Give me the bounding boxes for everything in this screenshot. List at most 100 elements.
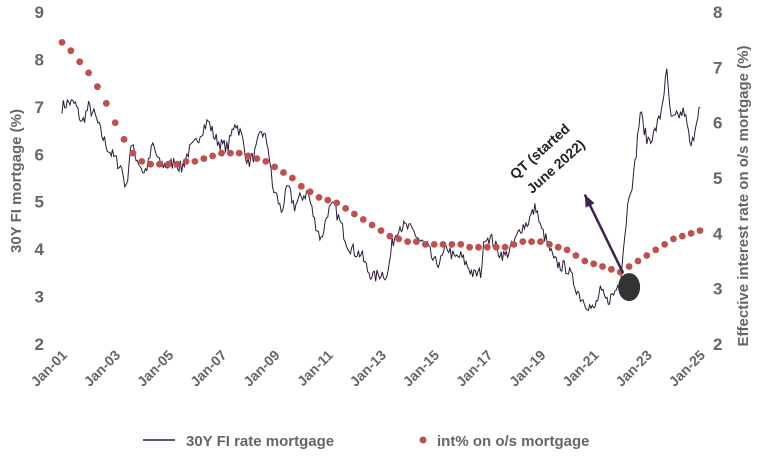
series-dot-int-outstanding	[599, 263, 606, 270]
series-dot-int-outstanding	[297, 182, 305, 190]
series-dot-int-outstanding	[359, 216, 367, 223]
series-dot-int-outstanding	[262, 158, 270, 165]
y-left-tick-label: 6	[35, 145, 44, 164]
series-dot-int-outstanding	[466, 243, 473, 251]
series-dot-int-outstanding	[661, 241, 668, 248]
series-dot-int-outstanding	[182, 158, 190, 165]
series-dot-int-outstanding	[413, 238, 420, 246]
series-dot-int-outstanding	[643, 252, 651, 259]
series-dot-int-outstanding	[129, 149, 137, 157]
x-tick-label: Jan-11	[294, 347, 336, 389]
x-tick-label: Jan-03	[81, 347, 124, 390]
series-dot-int-outstanding	[147, 160, 155, 168]
series-dot-int-outstanding	[554, 243, 562, 251]
series-dot-int-outstanding	[111, 119, 119, 127]
series-dot-int-outstanding	[572, 252, 580, 259]
series-dot-int-outstanding	[510, 241, 518, 248]
series-dot-int-outstanding	[483, 243, 491, 251]
series-dot-int-outstanding	[289, 174, 296, 182]
series-dot-int-outstanding	[209, 152, 217, 160]
series-dot-int-outstanding	[395, 235, 403, 243]
series-dot-int-outstanding	[590, 260, 598, 268]
axes: 30Y FI mortgage (%) Effective interest r…	[8, 3, 752, 389]
series-dot-int-outstanding	[430, 241, 438, 248]
series-line-30y-fi-rate	[61, 68, 701, 312]
qt-arrow-head	[584, 194, 595, 208]
y-left-tick-label: 7	[35, 98, 44, 117]
y-left-tick-label: 9	[35, 3, 44, 22]
series-dot-int-outstanding	[687, 229, 695, 237]
series-dot-int-outstanding	[652, 246, 660, 254]
series-dot-int-outstanding	[696, 227, 704, 235]
series-dot-int-outstanding	[324, 196, 332, 204]
y-left-tick-label: 3	[35, 288, 44, 307]
legend-label-30y-fi-rate: 30Y FI rate mortgage	[186, 433, 334, 450]
series-dot-int-outstanding	[280, 169, 287, 176]
series-dot-int-outstanding	[368, 221, 376, 229]
series-dot-int-outstanding	[342, 205, 349, 212]
series-dot-int-outstanding	[173, 160, 181, 168]
series-dot-int-outstanding	[581, 257, 589, 265]
series-dot-int-outstanding	[67, 47, 75, 55]
x-tick-label: Jan-23	[612, 347, 655, 390]
x-tick-label: Jan-25	[665, 347, 708, 390]
x-tick-label: Jan-15	[400, 347, 443, 390]
series-dot-int-outstanding	[102, 99, 110, 107]
series-dot-int-outstanding	[563, 246, 571, 254]
y-axis-left-label: 30Y FI mortgage (%)	[8, 109, 25, 253]
series-dot-int-outstanding	[537, 238, 544, 246]
series-dot-int-outstanding	[120, 135, 128, 143]
x-tick-label: Jan-05	[134, 347, 177, 390]
y-left-tick-label: 4	[35, 240, 45, 259]
series-dot-int-outstanding	[85, 69, 92, 77]
series-dot-int-outstanding	[253, 155, 261, 163]
series-dot-int-outstanding	[138, 158, 146, 165]
series-dot-int-outstanding	[421, 241, 429, 248]
y-right-tick-label: 3	[713, 280, 722, 299]
series-dot-int-outstanding	[625, 263, 633, 270]
y-right-tick-label: 6	[713, 114, 722, 133]
series-dot-int-outstanding	[457, 241, 465, 248]
series-dot-int-outstanding	[528, 238, 535, 246]
x-tick-label: Jan-17	[453, 347, 496, 390]
series-dot-int-outstanding	[218, 149, 225, 157]
series-dot-int-outstanding	[439, 241, 447, 248]
series-dot-int-outstanding	[271, 163, 279, 171]
series-dot-int-outstanding	[200, 155, 208, 163]
series-dot-int-outstanding	[670, 235, 677, 243]
series-dot-int-outstanding	[191, 158, 199, 165]
series-dot-int-outstanding	[492, 243, 500, 251]
legend: 30Y FI rate mortgage int% on o/s mortgag…	[143, 433, 590, 450]
y-right-tick-label: 8	[713, 3, 722, 22]
series-dot-int-outstanding	[377, 227, 385, 235]
x-tick-label: Jan-07	[187, 347, 230, 390]
series-dot-int-outstanding	[404, 238, 411, 246]
x-tick-label: Jan-21	[559, 347, 602, 390]
series-dot-int-outstanding	[156, 160, 163, 168]
series-dot-int-outstanding	[164, 160, 172, 168]
series-dot-int-outstanding	[306, 188, 314, 196]
series-dot-int-outstanding	[351, 210, 358, 218]
series-dot-int-outstanding	[634, 257, 642, 265]
y-left-tick-label: 8	[35, 50, 44, 69]
y-right-tick-label: 4	[713, 224, 723, 243]
series-dot-int-outstanding	[386, 232, 394, 240]
x-tick-label: Jan-09	[240, 347, 283, 390]
series-dot-int-outstanding	[608, 265, 615, 273]
series-dot-int-outstanding	[227, 149, 234, 157]
y-right-tick-label: 2	[713, 335, 722, 354]
series-dot-int-outstanding	[519, 238, 527, 246]
series-dot-int-outstanding	[76, 58, 84, 66]
y-left-tick-label: 2	[35, 335, 44, 354]
series-dot-int-outstanding	[678, 232, 686, 240]
plot-area	[58, 39, 704, 312]
series-dot-int-outstanding	[501, 243, 509, 251]
y-axis-right-label: Effective interest rate on o/s mortgage …	[735, 46, 752, 347]
y-left-tick-label: 5	[35, 193, 44, 212]
x-tick-label: Jan-13	[346, 347, 389, 390]
qt-marker	[618, 273, 641, 302]
series-dot-int-outstanding	[58, 39, 66, 46]
qt-arrow-line	[583, 194, 625, 274]
